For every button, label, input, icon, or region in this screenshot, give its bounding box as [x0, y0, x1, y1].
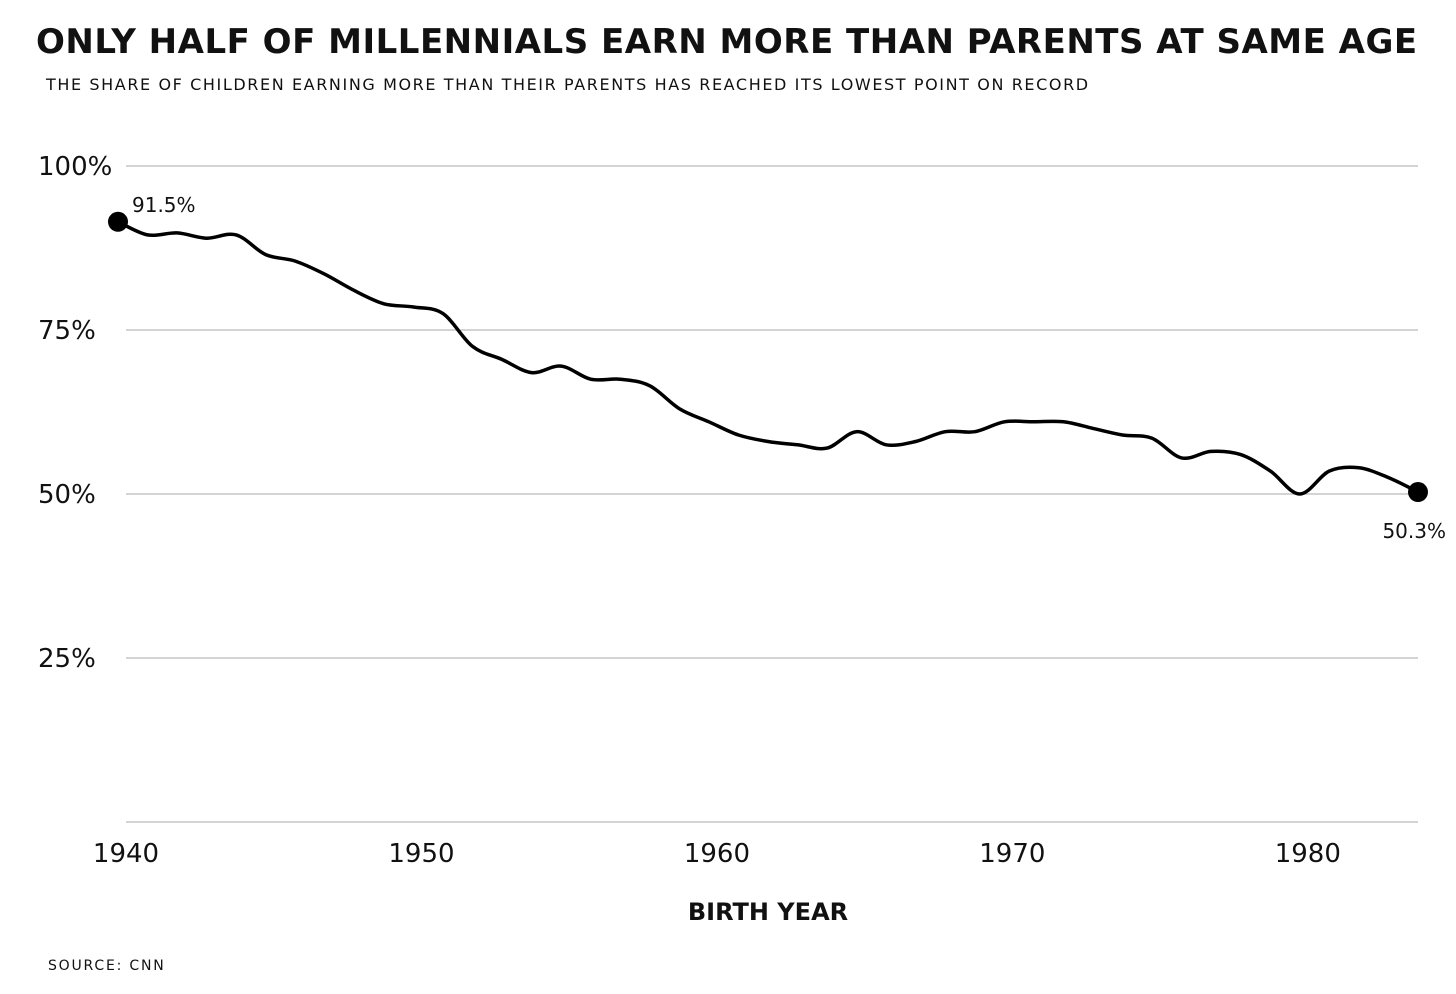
- series-line: [116, 220, 1420, 496]
- data-label: 50.3%: [1382, 519, 1446, 543]
- endpoint-marker: [1408, 482, 1428, 503]
- y-tick-label: 50%: [38, 480, 96, 510]
- gridlines: [126, 165, 1418, 823]
- y-axis-tick-labels: 25% 50% 75% 100%: [38, 152, 112, 674]
- y-tick-label: 25%: [38, 644, 96, 674]
- x-tick-label: 1970: [979, 839, 1045, 869]
- data-labels: 91.5% 50.3%: [132, 193, 1446, 543]
- x-axis-label: BIRTH YEAR: [688, 898, 848, 926]
- x-tick-label: 1960: [684, 839, 750, 869]
- chart-title: ONLY HALF OF MILLENNIALS EARN MORE THAN …: [36, 22, 1418, 62]
- y-tick-label: 75%: [38, 316, 96, 346]
- chart-subtitle: THE SHARE OF CHILDREN EARNING MORE THAN …: [46, 75, 1090, 94]
- source-note: SOURCE: CNN: [48, 958, 166, 974]
- endpoint-marker: [108, 211, 128, 232]
- x-tick-label: 1980: [1275, 839, 1341, 869]
- data-label: 91.5%: [132, 193, 196, 217]
- y-tick-label: 100%: [38, 152, 112, 182]
- x-tick-label: 1940: [93, 839, 159, 869]
- x-tick-label: 1950: [388, 839, 454, 869]
- endpoint-markers: [108, 211, 1428, 503]
- x-axis-tick-labels: 1940 1950 1960 1970 1980: [93, 839, 1341, 869]
